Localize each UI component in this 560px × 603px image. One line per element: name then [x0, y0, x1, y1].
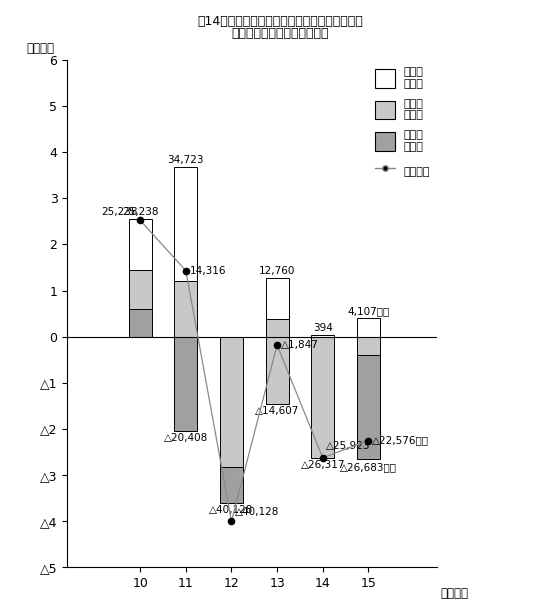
Text: △26,683億円: △26,683億円 — [340, 462, 397, 472]
Bar — [311, 335, 334, 336]
Text: 25,238: 25,238 — [122, 207, 158, 217]
Text: △14,607: △14,607 — [255, 406, 299, 416]
Bar — [357, 318, 380, 336]
Text: 394: 394 — [313, 323, 333, 333]
Bar — [357, 356, 380, 459]
Text: 14,316: 14,316 — [189, 266, 226, 276]
Bar — [265, 336, 288, 404]
Text: （年度）: （年度） — [441, 587, 469, 600]
Text: 34,723: 34,723 — [167, 155, 204, 165]
Bar — [311, 336, 334, 458]
Text: △1,847: △1,847 — [281, 340, 319, 350]
Text: 4,107億円: 4,107億円 — [347, 306, 390, 316]
Bar — [265, 278, 288, 319]
Bar — [220, 336, 243, 467]
Bar — [129, 309, 152, 336]
Text: 第14図　歳出決算増減額に占める義務的経費、: 第14図 歳出決算増減額に占める義務的経費、 — [197, 15, 363, 28]
Legend: その他
の経費, 義務的
経　費, 投資的
経　費, 純増減額: その他 の経費, 義務的 経 費, 投資的 経 費, 純増減額 — [370, 63, 435, 185]
Bar — [174, 282, 197, 336]
Text: △20,408: △20,408 — [164, 433, 208, 443]
Bar — [357, 336, 380, 356]
Text: △40,128: △40,128 — [235, 507, 279, 517]
Text: △22,576億円: △22,576億円 — [372, 435, 429, 446]
Bar — [220, 467, 243, 503]
Bar — [129, 218, 152, 270]
Text: △25,923: △25,923 — [326, 441, 371, 451]
Bar — [265, 319, 288, 336]
Text: （兆円）: （兆円） — [26, 42, 54, 55]
Text: 12,760: 12,760 — [259, 265, 295, 276]
Text: 25,238: 25,238 — [101, 207, 138, 217]
Bar — [174, 336, 197, 431]
Text: △40,128: △40,128 — [209, 505, 254, 515]
Bar — [174, 168, 197, 282]
Bar — [129, 270, 152, 309]
Text: 投資的経費等の増減額の推移: 投資的経費等の増減額の推移 — [231, 27, 329, 40]
Text: △26,317: △26,317 — [301, 460, 345, 470]
